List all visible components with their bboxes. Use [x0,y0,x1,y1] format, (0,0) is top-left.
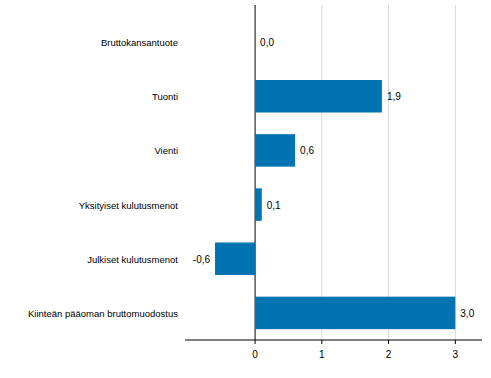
category-label: Kiinteän pääoman bruttomuodostus [28,308,178,319]
grid: 0 1 2 3 [252,5,458,360]
data-label: 0,0 [260,37,274,48]
tick-mark [455,340,456,344]
category-label: Bruttokansantuote [101,37,178,48]
bar [255,26,256,59]
chart-svg: 0 1 2 3 Bruttokansantuote 0,0 Tuonti 1,9 Vienti 0… [0,0,491,378]
bars [215,80,455,329]
bar [255,80,382,113]
data-label: -0,6 [193,254,211,265]
chart-container: 0 1 2 3 Bruttokansantuote 0,0 Tuonti 1,9 Vienti 0… [0,0,491,378]
grid-line [255,5,256,340]
category-label: Yksityiset kulutusmenot [79,200,179,211]
category-label: Julkiset kulutusmenot [87,254,178,265]
category-label: Vienti [154,145,178,156]
data-label: 1,9 [387,91,401,102]
bar [255,188,262,221]
category-label: Tuonti [152,91,178,102]
tick-mark [388,340,389,344]
data-label: 0,1 [267,200,281,211]
x-axis-line [185,340,482,341]
grid-line [455,5,456,340]
data-label: 0,6 [300,145,314,156]
data-label: 3,0 [460,308,474,319]
labels: Bruttokansantuote 0,0 Tuonti 1,9 Vienti 0,6 Yk… [28,37,475,319]
bar [255,297,455,330]
grid-line [321,5,322,340]
bar [255,134,295,167]
tick-label: 2 [386,349,392,360]
tick-label: 1 [319,349,325,360]
bar [215,243,255,276]
grid-line [388,5,389,340]
tick-label: 0 [252,349,258,360]
tick-mark [255,340,256,344]
tick-mark [321,340,322,344]
tick-label: 3 [453,349,459,360]
